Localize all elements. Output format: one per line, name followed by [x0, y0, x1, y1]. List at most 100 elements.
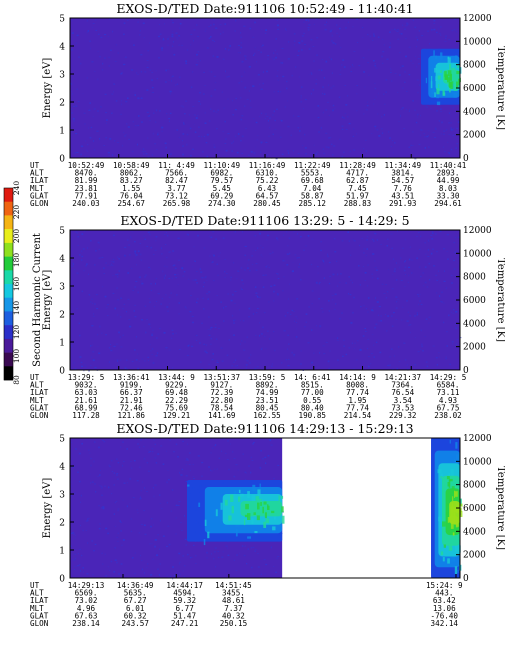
ephemeris-value: 73.53	[391, 403, 414, 412]
spectrum-background	[70, 230, 460, 370]
panel-2: EXOS-D/TED Date:911106 13:29: 5 - 14:29:…	[30, 213, 505, 420]
ephemeris-value: 13:29: 5	[68, 373, 105, 382]
ephemeris-value: 13:44: 9	[158, 373, 195, 382]
ephemeris-value: 14:29:13	[68, 581, 105, 590]
ephemeris-value: 59.32	[173, 596, 196, 605]
ephemeris-value: 80.45	[256, 403, 279, 412]
colorbar-segment	[4, 352, 13, 367]
ephemeris-value: 72.39	[210, 388, 233, 397]
y-tick-label: 4	[59, 255, 65, 265]
ephemeris-value: 66.37	[120, 388, 143, 397]
ephemeris-value: 5.45	[213, 184, 231, 193]
colorbar-tick-label: 140	[12, 301, 21, 316]
ephemeris-value: 14:44:17	[166, 581, 203, 590]
colorbar-segment	[4, 311, 13, 326]
ephemeris-value: 238.02	[434, 411, 461, 420]
ephemeris-value: 69.48	[165, 388, 188, 397]
ephemeris-value: 4.96	[77, 604, 96, 613]
colorbar-frame	[3, 187, 14, 381]
y-tick-label: 0	[59, 367, 65, 377]
ephemeris-value: 54.57	[391, 176, 414, 185]
y2-tick-label: 6000	[463, 84, 486, 94]
ephemeris-value: 214.54	[344, 411, 372, 420]
y-axis-label: Energy [eV]	[42, 270, 53, 331]
ephemeris-value: 6.43	[258, 184, 276, 193]
panel-title: EXOS-D/TED Date:911106 13:29: 5 - 14:29:…	[120, 213, 409, 228]
y2-tick-label: 4000	[463, 319, 486, 329]
ephemeris-value: 14:21:37	[384, 373, 421, 382]
ephemeris-value: 77.00	[301, 388, 324, 397]
y2-axis-label: Temperature [K]	[495, 258, 505, 342]
y2-tick-label: 10000	[463, 249, 492, 259]
y2-tick-label: 2000	[463, 131, 486, 141]
colorbar-segment	[4, 270, 13, 285]
ephemeris-value: 75.69	[165, 403, 188, 412]
ephemeris-value: 62.87	[346, 176, 369, 185]
ephemeris-row-label: GLAT	[30, 191, 49, 200]
y-tick-label: 1	[59, 339, 65, 349]
ephemeris-value: 14:14: 9	[339, 373, 376, 382]
ephemeris-value: 6982.	[210, 169, 233, 178]
ephemeris-value: 22.80	[210, 396, 233, 405]
colorbar-tick-label: 80	[12, 375, 21, 385]
ephemeris-row-label: ALT	[30, 589, 44, 598]
colorbar-segment	[4, 188, 13, 202]
colorbar-tick-label: 100	[12, 349, 21, 364]
ephemeris-value: 7.76	[394, 184, 413, 193]
ephemeris-value: 5553.	[301, 169, 324, 178]
panel-title: EXOS-D/TED Date:911106 10:52:49 - 11:40:…	[116, 1, 413, 16]
y2-axis-label: Temperature [K]	[495, 466, 505, 550]
y-tick-label: 1	[59, 127, 65, 137]
ephemeris-row-label: ILAT	[30, 176, 49, 185]
y-axis-label: Energy [eV]	[42, 58, 53, 119]
ephemeris-value: 51.97	[346, 191, 369, 200]
ephemeris-value: 1.95	[348, 396, 366, 405]
colorbar: 80 100 120 140 160 180 200 220 240 Second Harmoni…	[3, 181, 43, 385]
ephemeris-row-label: UT	[30, 161, 40, 170]
y2-tick-label: 12000	[463, 434, 492, 444]
ephemeris-value: 8062.	[120, 169, 143, 178]
spectrum-feature	[187, 480, 285, 546]
ephemeris-value: 9032.	[75, 381, 98, 390]
ephemeris-value: 274.30	[208, 199, 236, 208]
ephemeris-value: 63.42	[433, 596, 456, 605]
ephemeris-value: 6310.	[256, 169, 279, 178]
colorbar-segment	[4, 229, 13, 244]
colorbar-segment	[4, 284, 13, 298]
y2-tick-label: 8000	[463, 273, 486, 283]
ephemeris-value: 48.61	[222, 596, 245, 605]
y-tick-label: 2	[59, 519, 65, 529]
colorbar-segment	[4, 325, 13, 340]
spectrum-texture	[70, 18, 461, 160]
ephemeris-value: 243.57	[121, 619, 148, 628]
ephemeris-value: 5635.	[124, 589, 147, 598]
ephemeris-value: 6.01	[126, 604, 145, 613]
y-tick-label: 5	[59, 15, 65, 25]
ephemeris-value: 254.67	[118, 199, 145, 208]
y-tick-label: 2	[59, 311, 65, 321]
ephemeris-value: 44.99	[437, 176, 460, 185]
ephemeris-row-label: MLT	[30, 396, 44, 405]
ephemeris-value: 73.02	[75, 596, 98, 605]
y-tick-label: 0	[59, 155, 65, 165]
ephemeris-value: 3455.	[222, 589, 245, 598]
ephemeris-value: 77.74	[346, 403, 369, 412]
ephemeris-value: 8470.	[75, 169, 98, 178]
ephemeris-value: 240.03	[72, 199, 99, 208]
ephemeris-value: 265.98	[163, 199, 191, 208]
ephemeris-value: 8515.	[301, 381, 324, 390]
ephemeris-value: 81.99	[75, 176, 98, 185]
y2-tick-label: 12000	[463, 226, 492, 236]
ephemeris-value: 11: 4:49	[158, 161, 195, 170]
y-tick-label: 1	[59, 547, 65, 557]
colorbar-segment	[4, 297, 13, 312]
ephemeris-value: 6569.	[75, 589, 98, 598]
ephemeris-value: 13:59: 5	[249, 373, 286, 382]
spectrum-feature	[421, 48, 462, 106]
ephemeris-value: 10:58:49	[113, 161, 150, 170]
ephemeris-value: 76.04	[120, 191, 143, 200]
ephemeris-value: 2893.	[437, 169, 460, 178]
ephemeris-value: 14:36:49	[117, 581, 154, 590]
